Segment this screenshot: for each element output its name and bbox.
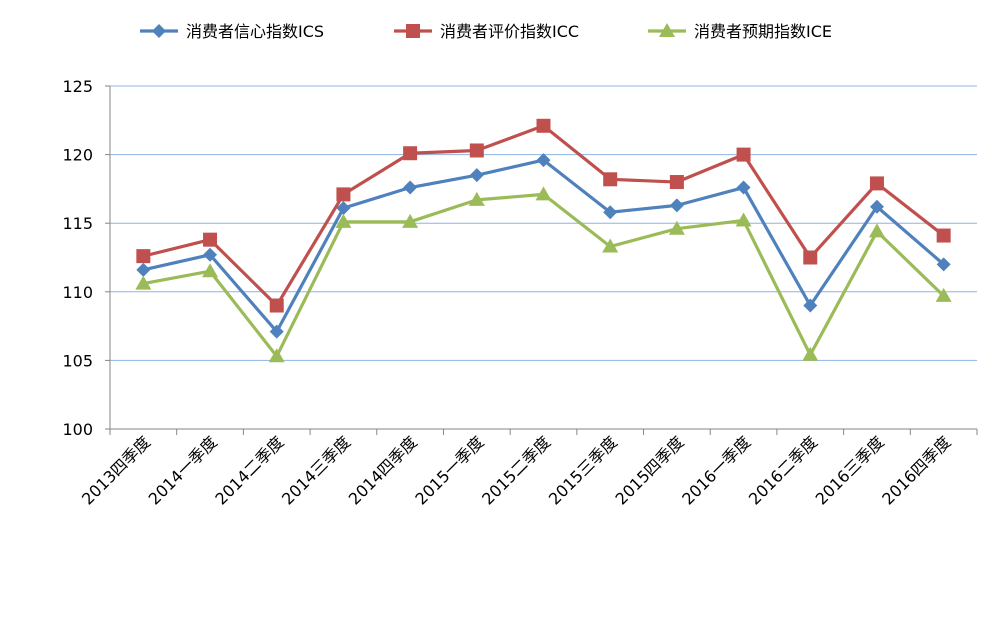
x-tick-label: 2014二季度 xyxy=(211,432,287,508)
y-tick-label: 125 xyxy=(62,77,93,96)
data-point xyxy=(936,257,951,272)
data-point xyxy=(736,147,751,162)
data-point xyxy=(202,263,219,278)
data-point xyxy=(602,238,619,253)
x-axis-ticks: 2013四季度2014一季度2014二季度2014三季度2014四季度2015一… xyxy=(78,432,954,508)
legend-marker xyxy=(406,24,420,38)
data-point xyxy=(468,191,485,206)
x-tick-label: 2015三季度 xyxy=(545,432,621,508)
y-axis-ticks: 100 105 110 115 120 125 xyxy=(62,77,93,439)
x-tick-label: 2016三季度 xyxy=(812,432,888,508)
series-line xyxy=(142,158,945,334)
x-tick-label: 2013四季度 xyxy=(78,432,154,508)
data-point xyxy=(536,153,551,168)
data-point xyxy=(469,143,484,158)
data-point xyxy=(603,172,618,187)
data-point xyxy=(803,298,818,313)
legend-label: 消费者信心指数ICS xyxy=(186,22,324,41)
legend-label: 消费者评价指数ICC xyxy=(440,22,579,41)
y-tick-label: 100 xyxy=(62,420,93,439)
x-tick-label: 2016二季度 xyxy=(745,432,821,508)
y-tick-label: 110 xyxy=(62,283,93,302)
data-point xyxy=(335,213,352,228)
data-point xyxy=(935,287,952,302)
data-point xyxy=(868,223,885,238)
data-point xyxy=(136,249,151,264)
data-point xyxy=(203,247,218,262)
x-tick-label: 2014三季度 xyxy=(278,432,354,508)
data-point xyxy=(136,262,151,277)
data-point xyxy=(403,146,418,161)
legend: 消费者信心指数ICS 消费者评价指数ICC 消费者预期指数ICE xyxy=(140,22,832,41)
data-point xyxy=(269,298,284,313)
data-point xyxy=(669,175,684,190)
y-tick-label: 120 xyxy=(62,146,93,165)
x-tick-label: 2014四季度 xyxy=(345,432,421,508)
data-point xyxy=(269,324,284,339)
data-point xyxy=(669,198,684,213)
x-tick-label: 2014一季度 xyxy=(145,432,221,508)
series-ics xyxy=(136,153,951,339)
data-point xyxy=(403,180,418,195)
y-tick-label: 105 xyxy=(62,351,93,370)
data-point xyxy=(535,186,552,201)
data-point xyxy=(469,168,484,183)
legend-marker xyxy=(152,24,166,38)
x-tick-label: 2016四季度 xyxy=(878,432,954,508)
legend-label: 消费者预期指数ICE xyxy=(694,22,832,41)
legend-item-ice: 消费者预期指数ICE xyxy=(648,22,832,41)
data-point xyxy=(336,201,351,216)
legend-marker xyxy=(659,23,675,37)
data-point xyxy=(936,228,951,243)
data-point xyxy=(402,213,419,228)
data-point xyxy=(336,187,351,202)
data-point xyxy=(135,275,152,290)
series-ice xyxy=(135,186,952,363)
x-tick-label: 2016一季度 xyxy=(678,432,754,508)
series-line xyxy=(143,192,945,358)
legend-item-icc: 消费者评价指数ICC xyxy=(394,22,579,41)
data-point xyxy=(668,220,685,235)
data-point xyxy=(603,205,618,220)
data-point xyxy=(268,348,285,363)
y-tick-label: 115 xyxy=(62,214,93,233)
x-tick-label: 2015四季度 xyxy=(612,432,688,508)
data-point xyxy=(736,180,751,195)
y-gridlines xyxy=(110,85,977,361)
x-tick-label: 2015一季度 xyxy=(411,432,487,508)
data-point xyxy=(203,232,218,247)
data-point xyxy=(803,250,818,265)
data-point xyxy=(869,199,884,214)
series-line xyxy=(142,124,945,308)
data-point xyxy=(735,212,752,227)
legend-item-ics: 消费者信心指数ICS xyxy=(140,22,324,41)
data-point xyxy=(869,176,884,191)
x-tick-label: 2015二季度 xyxy=(478,432,554,508)
data-point xyxy=(802,346,819,361)
series-icc xyxy=(136,118,951,313)
data-point xyxy=(536,118,551,133)
